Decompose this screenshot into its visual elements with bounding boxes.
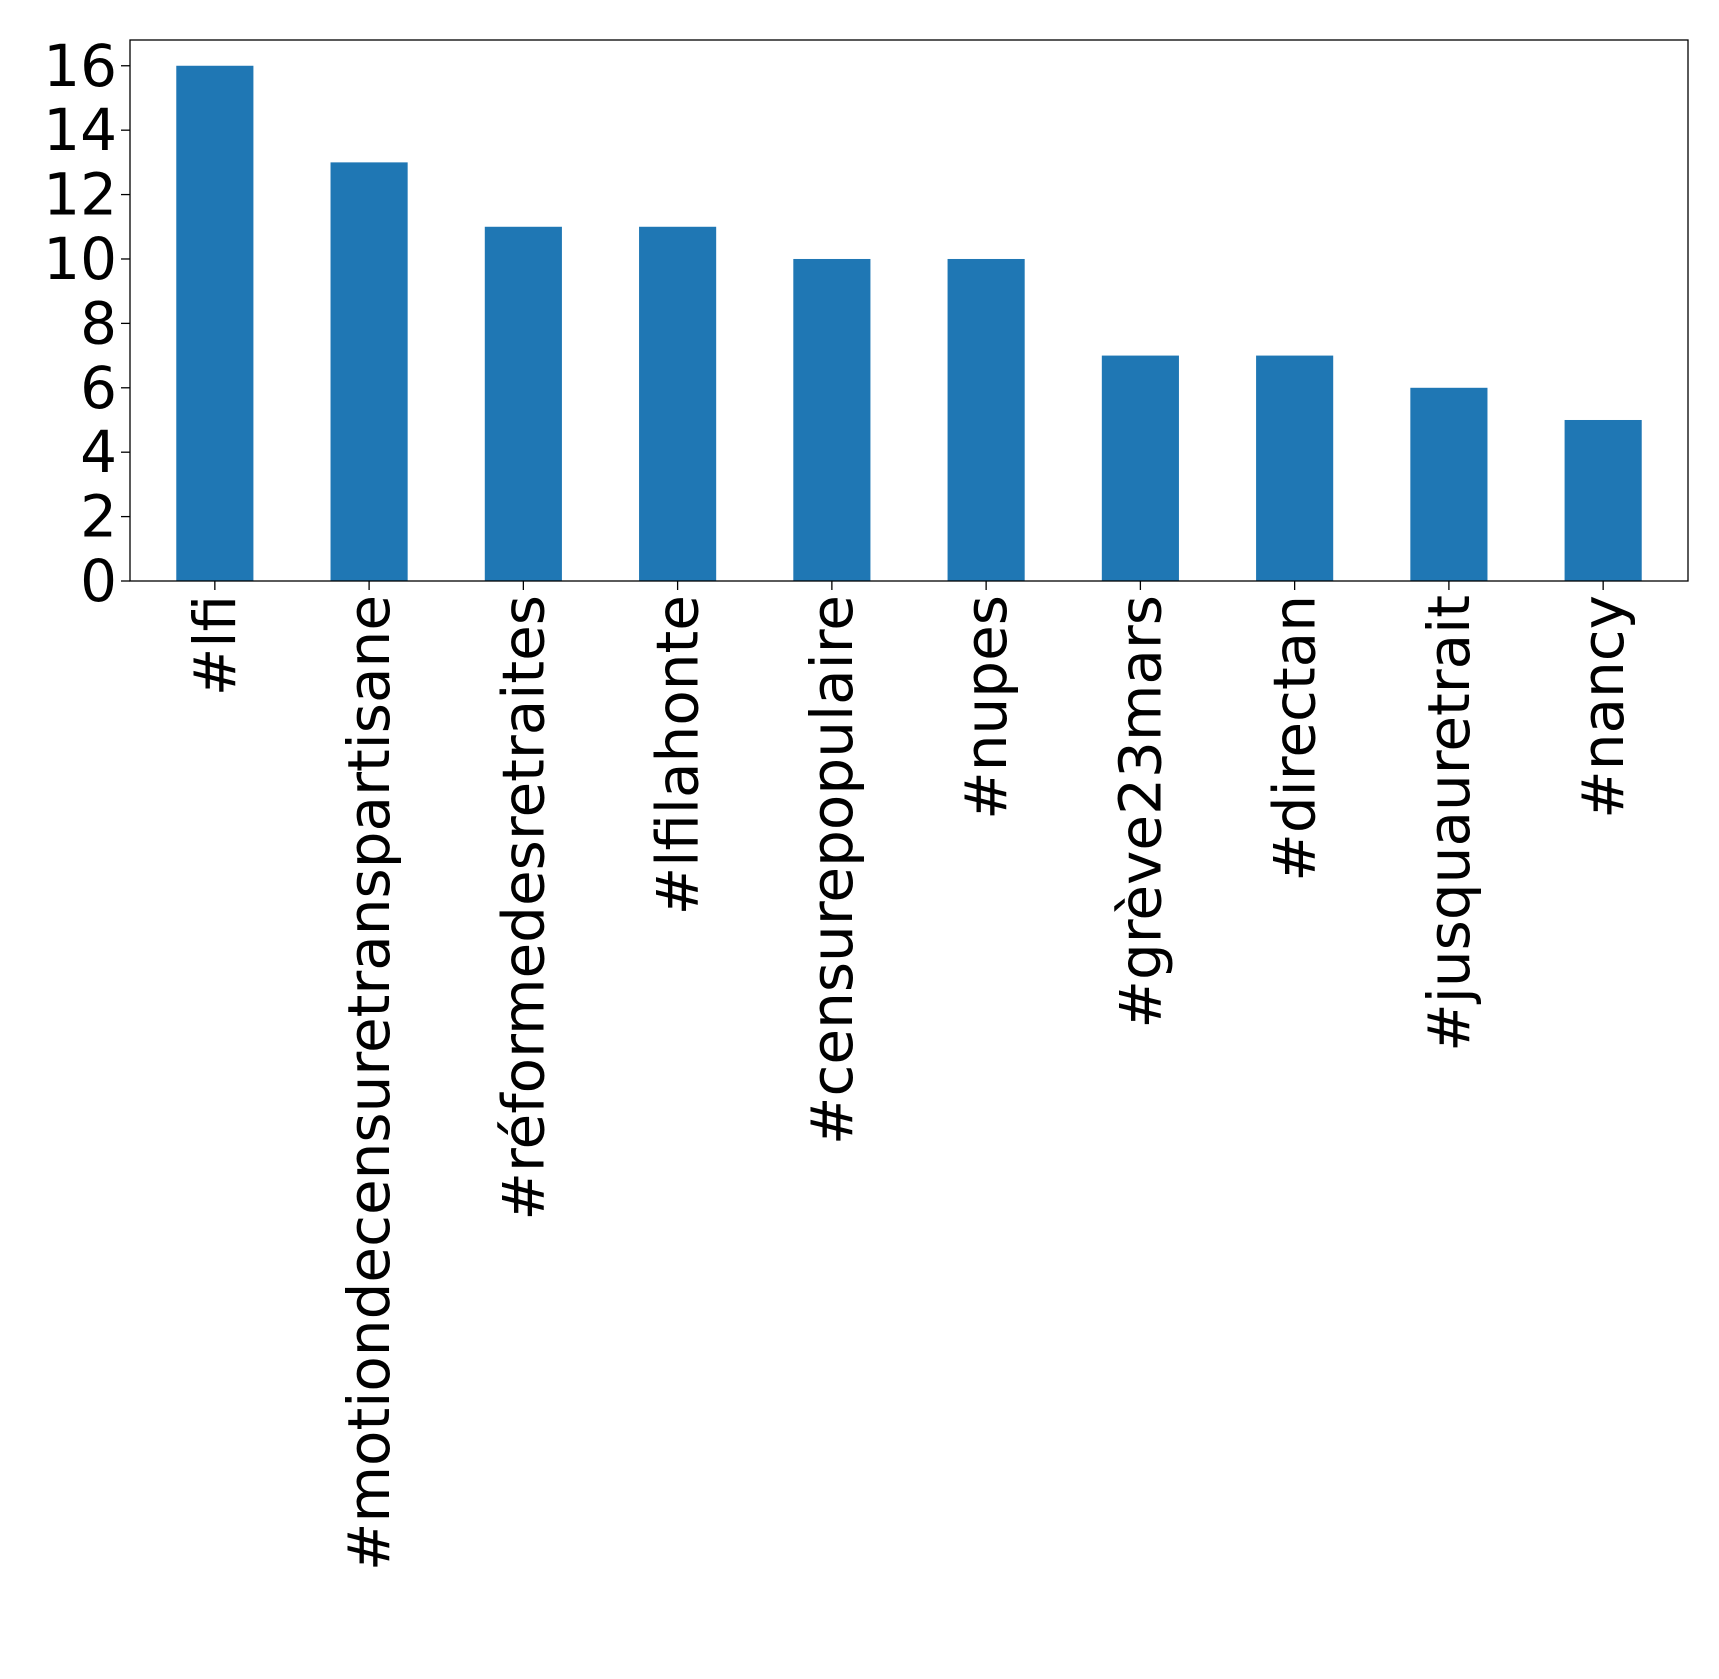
- y-tick-label: 16: [43, 32, 117, 100]
- bar-7: [1101, 355, 1179, 581]
- bars: [176, 65, 1642, 581]
- bar-8: [1256, 355, 1334, 581]
- bar-6: [947, 258, 1025, 581]
- y-tick-label: 4: [80, 418, 117, 486]
- bar-4: [639, 226, 717, 581]
- x-tick-label: #réformedesretraites: [489, 595, 557, 1221]
- x-tick-label: #nupes: [952, 595, 1020, 820]
- y-tick-label: 6: [80, 354, 117, 422]
- y-tick-label: 8: [80, 289, 117, 357]
- x-tick-label: #directan: [1261, 595, 1329, 882]
- x-tick-label: #jusquauretrait: [1415, 595, 1483, 1052]
- x-tick-label: #censurepopulaire: [798, 595, 866, 1145]
- x-axis: #lfi #motiondecensuretranspartisane #réfor…: [181, 581, 1637, 1571]
- y-tick-label: 0: [80, 547, 117, 615]
- bar-3: [484, 226, 562, 581]
- y-tick-label: 14: [43, 96, 117, 164]
- bar-9: [1410, 387, 1488, 581]
- bar-1: [176, 65, 254, 581]
- x-tick-label: #nancy: [1569, 595, 1637, 819]
- bar-2: [330, 162, 408, 581]
- bar-5: [793, 258, 871, 581]
- bar-10: [1564, 419, 1642, 581]
- x-tick-label: #grève23mars: [1106, 595, 1174, 1029]
- y-tick-label: 12: [43, 161, 117, 229]
- plot-frame: [129, 39, 1689, 582]
- y-tick-label: 10: [43, 225, 117, 293]
- x-tick-label: #lfi: [181, 595, 249, 696]
- x-tick-label: #lfilahonte: [644, 595, 712, 915]
- y-tick-label: 2: [80, 483, 117, 551]
- x-tick-label: #motiondecensuretranspartisane: [335, 595, 403, 1571]
